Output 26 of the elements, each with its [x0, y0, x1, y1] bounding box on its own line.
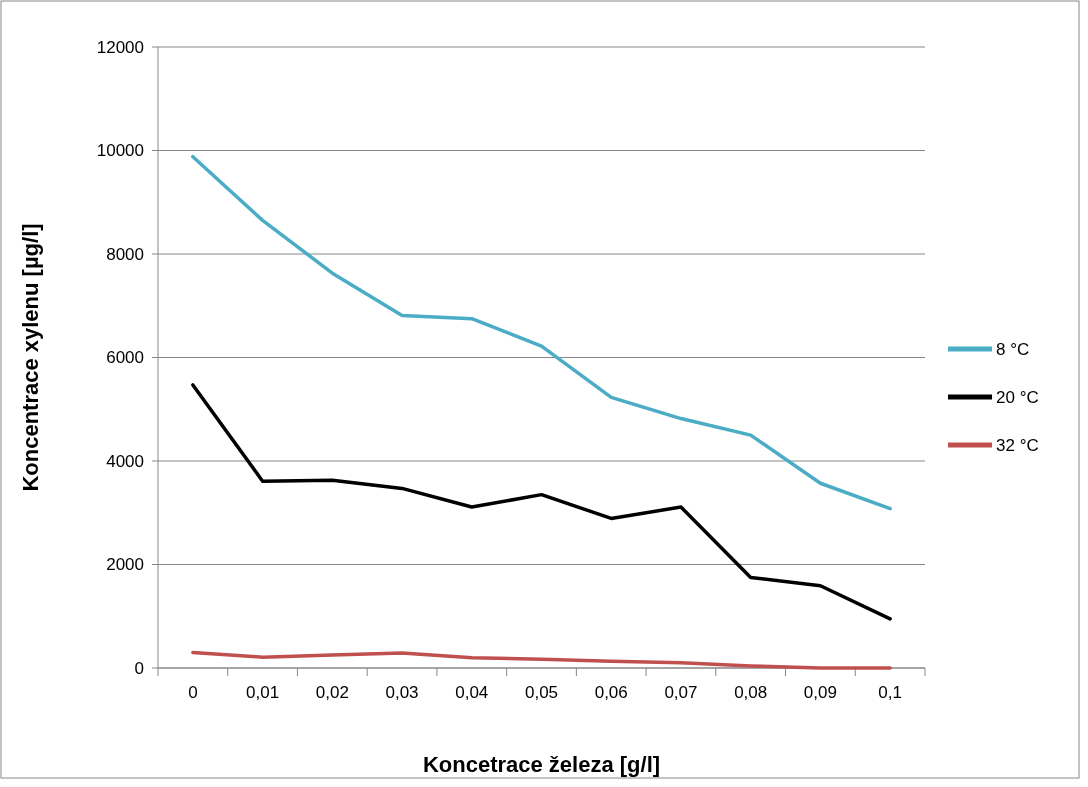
y-tick-label: 6000: [106, 348, 144, 368]
x-tick-label: 0,06: [594, 683, 628, 702]
line-series: [191, 650, 892, 670]
x-tick-label: 0,1: [878, 683, 902, 702]
x-tick-label: 0,01: [246, 683, 280, 702]
x-tick-label: 0,02: [315, 683, 349, 702]
x-tick-label: 0,07: [664, 683, 698, 702]
y-tick-label: 12000: [96, 37, 144, 57]
y-tick-label: 4000: [106, 451, 144, 471]
x-axis-title: Koncetrace železa [g/l]: [422, 752, 661, 777]
y-tick-label: 2000: [106, 555, 144, 575]
line-series: [191, 154, 892, 511]
x-tick-label: 0,05: [524, 683, 559, 702]
x-tick-label: 0,03: [385, 683, 419, 702]
y-tick-label: 8000: [106, 244, 144, 264]
y-tick-label: 10000: [96, 141, 144, 161]
legend-label: 8 °C: [996, 339, 1030, 359]
line-series: [191, 383, 892, 621]
legend-label: 20 °C: [996, 387, 1039, 407]
x-tick-label: 0,08: [734, 683, 768, 702]
y-axis-title: Koncentrace xylenu [µg/l]: [18, 223, 43, 492]
x-tick-label: 0,09: [803, 683, 837, 702]
legend-label: 32 °C: [996, 435, 1039, 455]
x-tick-label: 0: [188, 683, 198, 702]
y-tick-label: 0: [134, 658, 144, 678]
x-tick-label: 0,04: [455, 683, 489, 702]
